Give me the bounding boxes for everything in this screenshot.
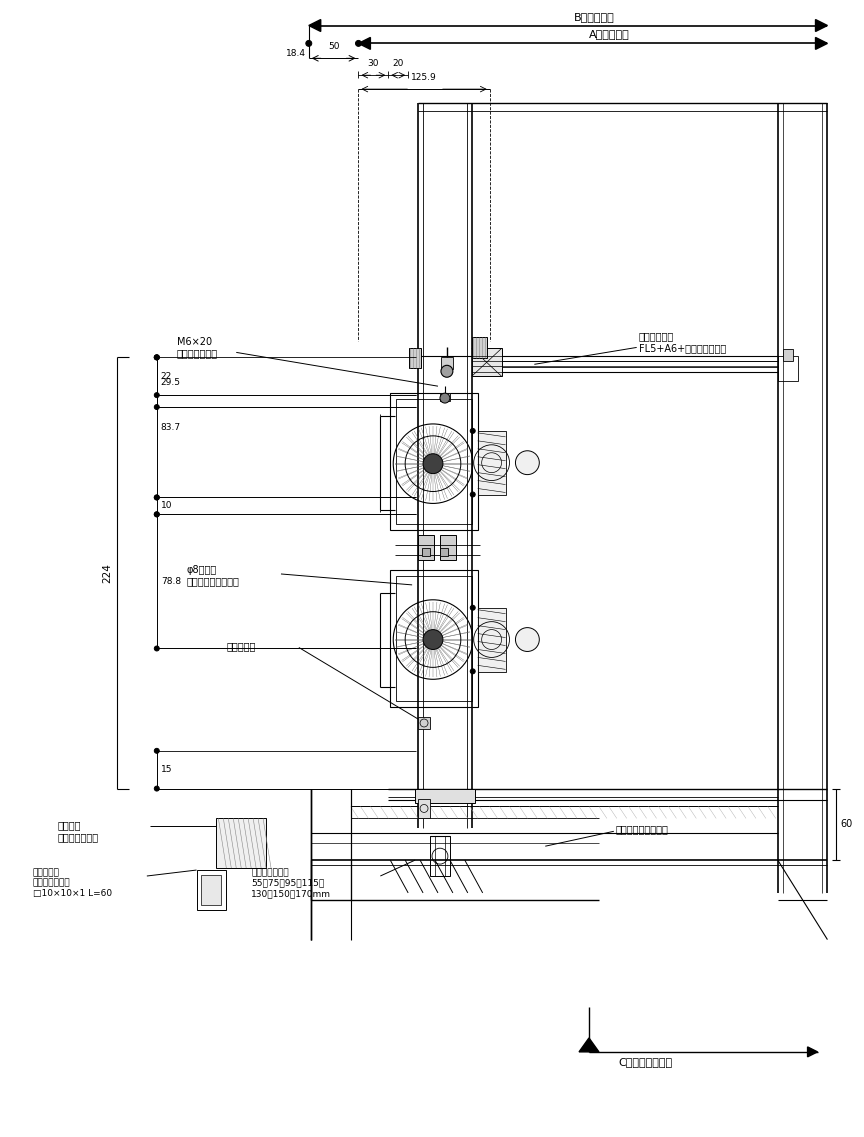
- Bar: [415, 789, 474, 804]
- Bar: [778, 356, 797, 381]
- Circle shape: [155, 495, 159, 500]
- Text: 20: 20: [392, 59, 403, 68]
- Text: 29.5: 29.5: [161, 377, 181, 387]
- Polygon shape: [308, 19, 321, 32]
- Circle shape: [155, 748, 159, 754]
- Circle shape: [440, 393, 450, 404]
- Text: 60: 60: [841, 820, 853, 829]
- Bar: [391, 393, 478, 530]
- Text: B：外形寸法: B：外形寸法: [574, 11, 614, 22]
- Bar: [418, 717, 430, 729]
- Circle shape: [470, 492, 475, 497]
- Circle shape: [155, 355, 159, 359]
- Text: C：仕上開口寸法: C：仕上開口寸法: [619, 1056, 673, 1067]
- Circle shape: [155, 646, 159, 652]
- Text: 125.9: 125.9: [411, 73, 437, 82]
- Bar: [441, 357, 453, 370]
- Polygon shape: [808, 1047, 817, 1056]
- Circle shape: [155, 786, 159, 791]
- Circle shape: [155, 392, 159, 398]
- Circle shape: [516, 450, 539, 474]
- Circle shape: [155, 355, 159, 359]
- Circle shape: [155, 405, 159, 409]
- Bar: [430, 837, 450, 875]
- Bar: [196, 870, 226, 910]
- Polygon shape: [359, 38, 371, 49]
- Circle shape: [306, 41, 312, 47]
- Bar: [391, 570, 478, 707]
- Text: シーリング: シーリング: [226, 641, 256, 652]
- Bar: [418, 536, 434, 561]
- Bar: [472, 337, 486, 358]
- Text: 規格水切寸法は
55、75、95、115、
130、150、170mm: 規格水切寸法は 55、75、95、115、 130、150、170mm: [251, 868, 331, 898]
- Circle shape: [155, 495, 159, 500]
- Circle shape: [423, 454, 443, 474]
- Bar: [478, 608, 505, 672]
- Circle shape: [155, 355, 159, 359]
- Text: 規格水切
（オプション）: 規格水切 （オプション）: [57, 821, 98, 843]
- Bar: [440, 536, 456, 561]
- Text: A：呼称寸法: A：呼称寸法: [588, 30, 629, 40]
- Circle shape: [470, 669, 475, 674]
- Text: 10: 10: [161, 501, 172, 511]
- Circle shape: [470, 429, 475, 433]
- Bar: [397, 576, 472, 702]
- Bar: [410, 348, 421, 368]
- Circle shape: [516, 628, 539, 652]
- Circle shape: [441, 365, 453, 377]
- Polygon shape: [816, 38, 828, 49]
- Polygon shape: [816, 19, 828, 32]
- Bar: [440, 548, 448, 556]
- Bar: [418, 798, 430, 819]
- Polygon shape: [579, 1038, 599, 1052]
- Text: 22: 22: [161, 372, 172, 381]
- Bar: [478, 431, 505, 496]
- Text: 50: 50: [327, 42, 340, 51]
- Circle shape: [155, 512, 159, 517]
- Circle shape: [423, 630, 443, 649]
- Bar: [397, 399, 472, 524]
- Text: φ8穴加工
裏面バッフル材付き: φ8穴加工 裏面バッフル材付き: [187, 565, 239, 587]
- Text: 30: 30: [367, 59, 379, 68]
- Bar: [783, 349, 792, 362]
- Text: M6×20
ゴムパッキン付: M6×20 ゴムパッキン付: [176, 337, 218, 358]
- Text: 18.4: 18.4: [286, 49, 306, 58]
- Text: 15: 15: [161, 765, 172, 774]
- Circle shape: [155, 512, 159, 517]
- Text: 83.7: 83.7: [161, 423, 181, 432]
- Text: 78.8: 78.8: [161, 576, 181, 586]
- Text: 排水パイプ
（オプション）
□10×10×1 L=60: 排水パイプ （オプション） □10×10×1 L=60: [33, 868, 111, 898]
- Circle shape: [355, 41, 361, 47]
- Bar: [216, 819, 266, 868]
- Bar: [201, 875, 221, 905]
- Bar: [472, 348, 501, 376]
- Bar: [422, 548, 430, 556]
- Text: 仕上材（別途工事）: 仕上材（別途工事）: [616, 824, 669, 835]
- Bar: [440, 393, 450, 401]
- Text: 複層ガラス：
FL5+A6+網入型板ガラス: 複層ガラス： FL5+A6+網入型板ガラス: [638, 332, 726, 354]
- Text: 224: 224: [102, 563, 112, 583]
- Circle shape: [470, 605, 475, 611]
